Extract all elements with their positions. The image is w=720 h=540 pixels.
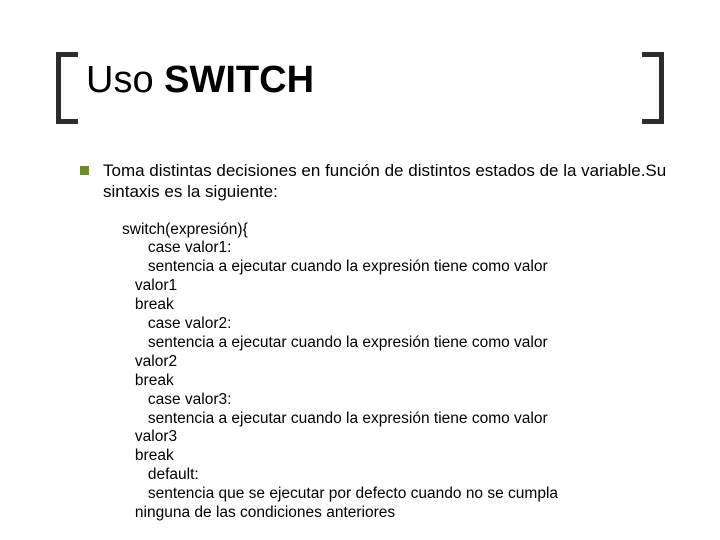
slide-title: Uso SWITCH xyxy=(86,60,314,102)
slide: Uso SWITCH Toma distintas decisiones en … xyxy=(0,0,720,540)
slide-body: Toma distintas decisiones en función de … xyxy=(80,160,670,523)
bullet-item: Toma distintas decisiones en función de … xyxy=(80,160,670,203)
title-plain: Uso xyxy=(86,59,164,101)
right-bracket-icon xyxy=(642,52,664,124)
title-bold: SWITCH xyxy=(164,59,314,101)
title-container: Uso SWITCH xyxy=(56,52,664,124)
code-block: switch(expresión){ case valor1: sentenci… xyxy=(122,221,670,524)
square-bullet-icon xyxy=(80,166,89,175)
left-bracket-icon xyxy=(56,52,78,124)
bullet-text: Toma distintas decisiones en función de … xyxy=(103,160,670,203)
